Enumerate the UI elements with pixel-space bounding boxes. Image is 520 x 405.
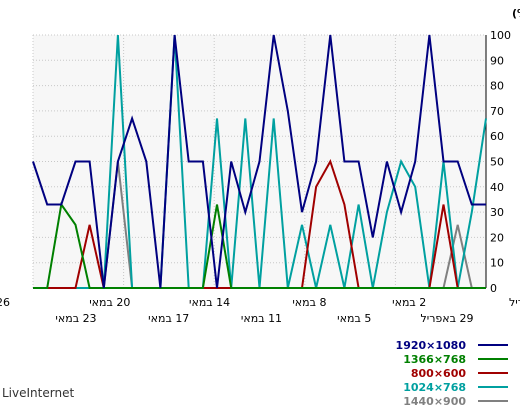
y-axis-label: חלק (%) [512,7,520,20]
x-axis: 26 באפריל 2 במאי 8 במאי 14 במאי 20 במאי 26 במ… [0,287,520,325]
y-tick-label: 20 [490,231,504,244]
legend-label: 800×600 [411,367,466,380]
x-tick-label: 29 באפריל [421,312,474,325]
legend-label: 1366×768 [403,353,466,366]
y-tick-label: 70 [490,105,504,118]
legend-label: 1920×1080 [396,339,467,352]
x-tick-label: 2 במאי [392,296,426,309]
x-tick-label: 11 במאי [241,312,282,325]
y-tick-label: 0 [490,282,497,295]
x-tick-label: 8 במאי [292,296,326,309]
y-tick-label: 40 [490,181,504,194]
y-tick-label: 60 [490,130,504,143]
y-axis: 0 10 20 30 40 50 60 70 80 90 100 [485,29,511,295]
x-tick-label: 5 במאי [337,312,371,325]
y-tick-label: 10 [490,257,504,270]
y-tick-label: 100 [490,29,511,42]
x-tick-label: 23 במאי [55,312,96,325]
x-tick-label: 17 במאי [148,312,189,325]
x-tick-label: 26 באפריל [509,296,520,309]
series-group [32,34,487,289]
x-tick-label: 14 במאי [189,296,230,309]
x-tick-label: 20 במאי [89,296,130,309]
legend-label: 1440×900 [403,395,466,405]
series-line-1920×1080 [32,34,486,289]
x-tick-label: 26 במאי [0,296,10,309]
y-tick-label: 30 [490,206,504,219]
y-tick-label: 50 [490,156,504,169]
legend-label: 1024×768 [403,381,466,394]
y-tick-label: 80 [490,80,504,93]
series-line-1366×768 [33,201,486,289]
y-tick-label: 90 [490,54,504,67]
brand-label: LiveInternet [2,386,75,400]
